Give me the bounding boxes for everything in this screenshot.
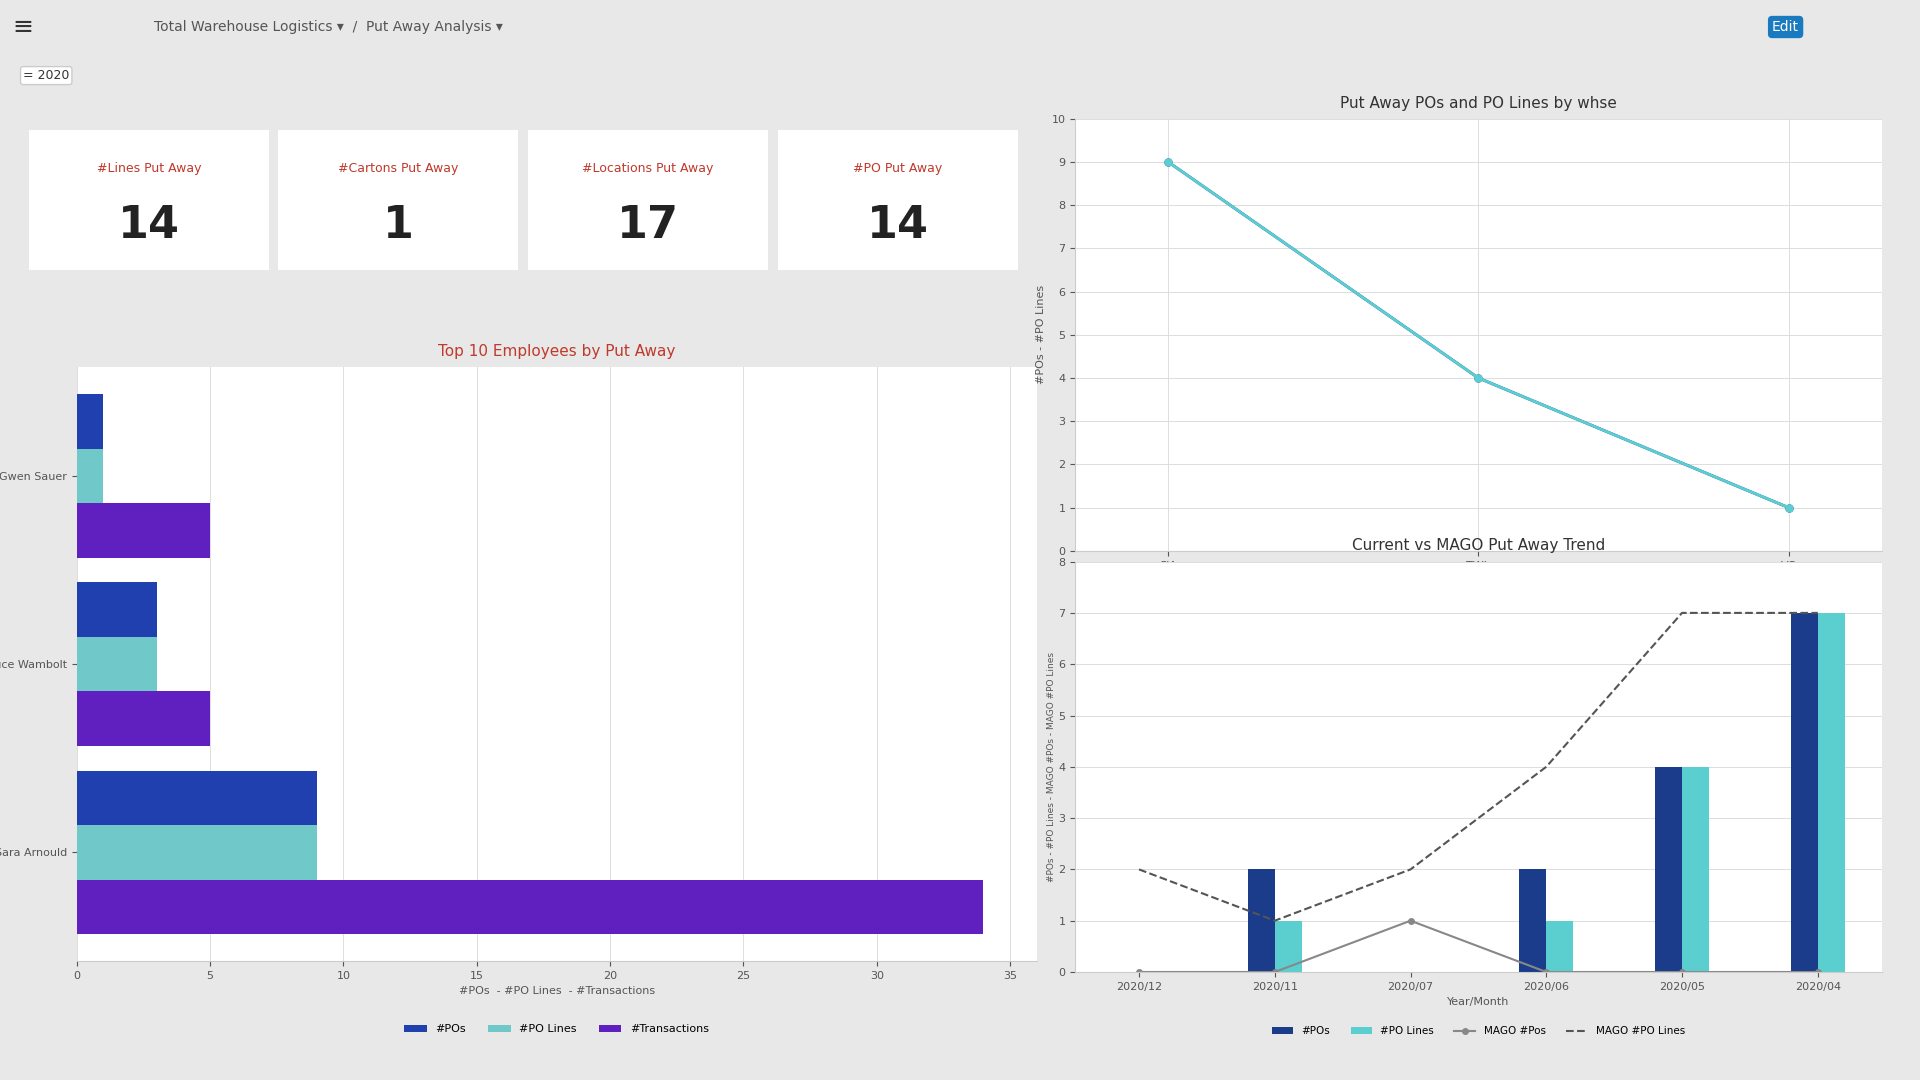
X-axis label: Warehouse: Warehouse bbox=[1448, 576, 1509, 586]
Bar bbox=[1546, 920, 1572, 972]
MAGO #Pos bbox=[1400, 914, 1423, 927]
FancyBboxPatch shape bbox=[276, 129, 520, 271]
Legend: #POs, #PO Lines: #POs, #PO Lines bbox=[1388, 604, 1569, 623]
Line: MAGO #Pos: MAGO #Pos bbox=[1137, 918, 1820, 975]
Bar bbox=[77, 394, 104, 448]
Line: #PO Lines: #PO Lines bbox=[1165, 159, 1791, 511]
Y-axis label: #POs - #PO Lines: #POs - #PO Lines bbox=[1037, 285, 1046, 384]
#POs bbox=[1778, 501, 1801, 514]
Legend: #POs, #PO Lines, MAGO #Pos, MAGO #PO Lines: #POs, #PO Lines, MAGO #Pos, MAGO #PO Lin… bbox=[1267, 1023, 1690, 1041]
Bar bbox=[77, 825, 317, 880]
Title: Put Away POs and PO Lines by whse: Put Away POs and PO Lines by whse bbox=[1340, 96, 1617, 110]
Bar bbox=[1791, 613, 1818, 972]
FancyBboxPatch shape bbox=[776, 129, 1020, 271]
#POs bbox=[1467, 372, 1490, 384]
Text: #Locations Put Away: #Locations Put Away bbox=[582, 162, 714, 175]
MAGO #PO Lines bbox=[1400, 863, 1423, 876]
Text: Total Warehouse Logistics ▾  /  Put Away Analysis ▾: Total Warehouse Logistics ▾ / Put Away A… bbox=[154, 21, 503, 33]
Bar bbox=[77, 503, 209, 557]
Line: MAGO #PO Lines: MAGO #PO Lines bbox=[1139, 613, 1818, 920]
MAGO #PO Lines bbox=[1807, 607, 1830, 620]
#PO Lines bbox=[1467, 372, 1490, 384]
MAGO #PO Lines bbox=[1670, 607, 1693, 620]
Line: #POs: #POs bbox=[1165, 159, 1791, 511]
MAGO #Pos bbox=[1807, 966, 1830, 978]
Bar bbox=[77, 691, 209, 746]
Title: Current vs MAGO Put Away Trend: Current vs MAGO Put Away Trend bbox=[1352, 539, 1605, 553]
Text: 1: 1 bbox=[382, 203, 415, 246]
Legend: #POs, #PO Lines, #Transactions: #POs, #PO Lines, #Transactions bbox=[399, 1020, 714, 1039]
Y-axis label: #POs - #PO Lines - MAGO #POs - MAGO #PO Lines: #POs - #PO Lines - MAGO #POs - MAGO #PO … bbox=[1046, 652, 1056, 881]
Bar bbox=[1275, 920, 1302, 972]
Bar bbox=[77, 637, 157, 691]
MAGO #Pos bbox=[1534, 966, 1557, 978]
Bar bbox=[77, 582, 157, 637]
Text: #Cartons Put Away: #Cartons Put Away bbox=[338, 162, 459, 175]
Title: Top 10 Employees by Put Away: Top 10 Employees by Put Away bbox=[438, 345, 676, 359]
Text: 14: 14 bbox=[117, 203, 180, 246]
MAGO #PO Lines bbox=[1534, 760, 1557, 773]
X-axis label: #POs  - #PO Lines  - #Transactions: #POs - #PO Lines - #Transactions bbox=[459, 986, 655, 997]
#POs bbox=[1156, 156, 1179, 168]
Bar bbox=[77, 771, 317, 825]
MAGO #Pos bbox=[1263, 966, 1286, 978]
#PO Lines bbox=[1778, 501, 1801, 514]
Bar bbox=[1682, 767, 1709, 972]
Text: 17: 17 bbox=[616, 203, 680, 246]
MAGO #Pos bbox=[1127, 966, 1150, 978]
Bar bbox=[1519, 869, 1546, 972]
MAGO #PO Lines bbox=[1127, 863, 1150, 876]
MAGO #PO Lines bbox=[1263, 914, 1286, 927]
FancyBboxPatch shape bbox=[526, 129, 770, 271]
Text: 14: 14 bbox=[866, 203, 929, 246]
Text: ≡: ≡ bbox=[13, 15, 33, 39]
Text: = 2020: = 2020 bbox=[23, 69, 69, 82]
Text: #PO Put Away: #PO Put Away bbox=[852, 162, 943, 175]
Bar bbox=[1655, 767, 1682, 972]
Text: Edit: Edit bbox=[1772, 21, 1799, 33]
Bar bbox=[77, 880, 983, 934]
Bar bbox=[1818, 613, 1845, 972]
X-axis label: Year/Month: Year/Month bbox=[1448, 997, 1509, 1008]
Text: #Lines Put Away: #Lines Put Away bbox=[96, 162, 202, 175]
FancyBboxPatch shape bbox=[27, 129, 271, 271]
Bar bbox=[77, 448, 104, 503]
MAGO #Pos bbox=[1670, 966, 1693, 978]
#PO Lines bbox=[1156, 156, 1179, 168]
Bar bbox=[1248, 869, 1275, 972]
